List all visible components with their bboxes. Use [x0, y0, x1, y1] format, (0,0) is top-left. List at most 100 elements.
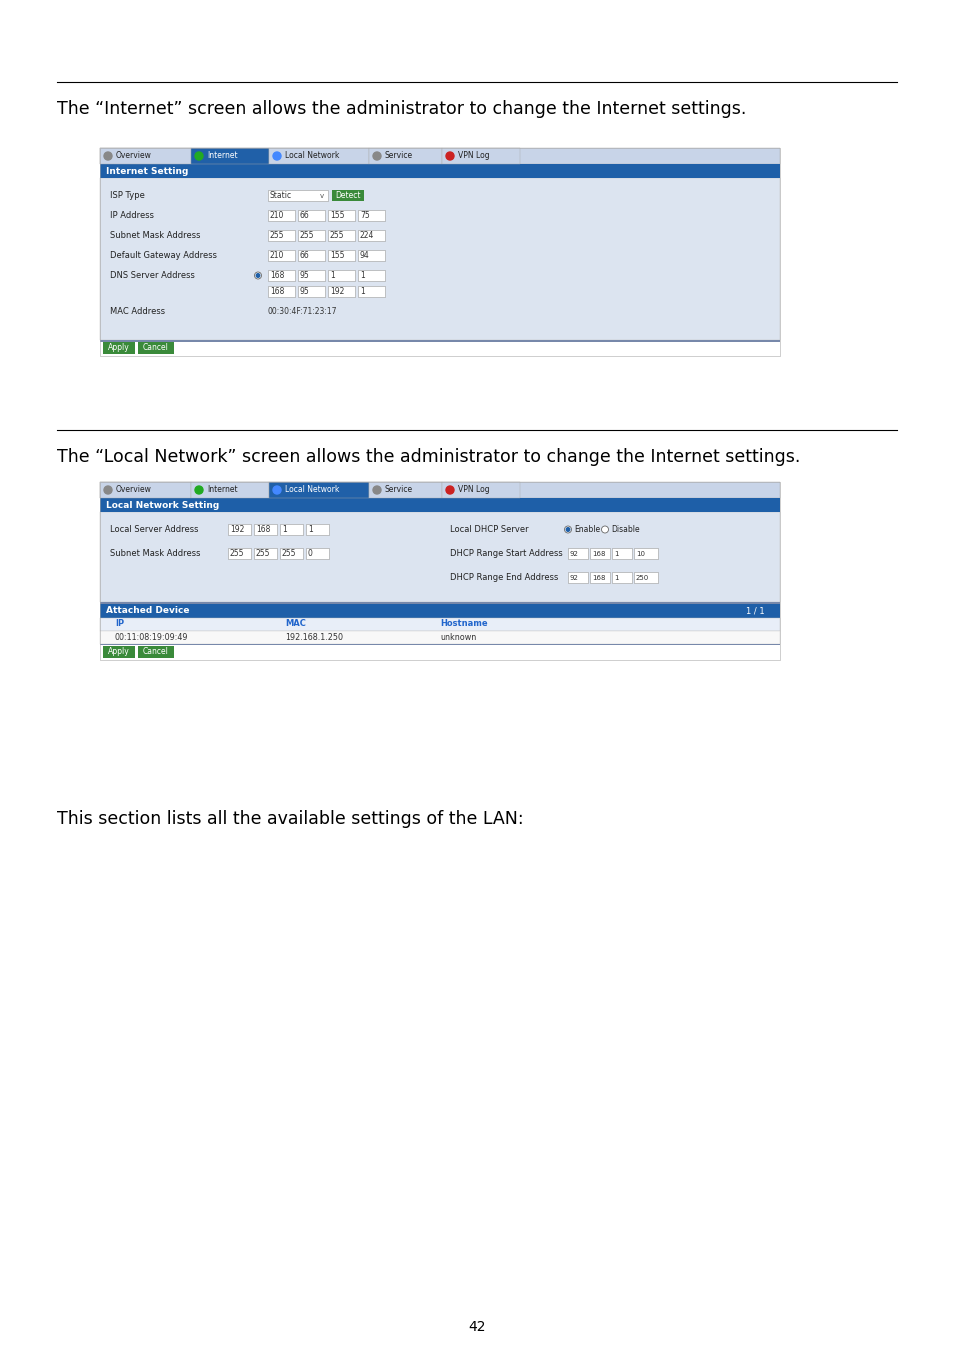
Circle shape — [194, 486, 203, 494]
Text: v: v — [319, 193, 324, 198]
Bar — [100, 163, 780, 178]
Bar — [634, 548, 658, 559]
Text: 1: 1 — [614, 551, 618, 556]
Bar — [280, 524, 303, 535]
Text: VPN Log: VPN Log — [457, 486, 489, 494]
Text: Local Network: Local Network — [285, 486, 339, 494]
Text: 1: 1 — [359, 288, 364, 296]
Text: This section lists all the available settings of the LAN:: This section lists all the available set… — [57, 810, 523, 828]
Circle shape — [254, 271, 261, 279]
Text: 1: 1 — [308, 525, 313, 535]
Text: 42: 42 — [468, 1320, 485, 1334]
Bar — [100, 482, 780, 498]
Text: Static: Static — [270, 190, 292, 200]
Text: 168: 168 — [592, 551, 605, 556]
Bar — [328, 286, 355, 297]
Text: Attached Device: Attached Device — [106, 606, 190, 616]
Bar — [191, 482, 269, 498]
Text: 95: 95 — [299, 271, 310, 279]
Text: 95: 95 — [299, 288, 310, 296]
Bar — [357, 230, 385, 242]
Text: 00:30:4F:71:23:17: 00:30:4F:71:23:17 — [268, 306, 337, 316]
Text: 224: 224 — [359, 231, 374, 240]
Bar — [297, 230, 325, 242]
Text: 255: 255 — [282, 549, 296, 558]
Text: The “Internet” screen allows the administrator to change the Internet settings.: The “Internet” screen allows the adminis… — [57, 100, 745, 117]
Bar — [328, 211, 355, 221]
Bar — [441, 148, 519, 163]
Circle shape — [194, 153, 203, 161]
Text: 168: 168 — [592, 575, 605, 580]
Circle shape — [104, 153, 112, 161]
Text: Internet: Internet — [207, 151, 237, 161]
Circle shape — [104, 486, 112, 494]
Bar — [269, 148, 369, 163]
Bar — [612, 572, 631, 583]
Circle shape — [446, 486, 454, 494]
Bar — [328, 270, 355, 281]
Text: The “Local Network” screen allows the administrator to change the Internet setti: The “Local Network” screen allows the ad… — [57, 448, 800, 466]
Text: Internet: Internet — [207, 486, 237, 494]
Text: 92: 92 — [569, 575, 578, 580]
Bar — [100, 178, 780, 340]
Bar — [567, 548, 587, 559]
Text: Detect: Detect — [335, 190, 360, 200]
Text: 1: 1 — [282, 525, 287, 535]
Text: 210: 210 — [270, 251, 284, 261]
Bar — [100, 644, 780, 645]
Bar — [100, 482, 191, 498]
Bar — [100, 602, 780, 603]
Bar — [100, 498, 780, 512]
Text: 155: 155 — [330, 251, 344, 261]
Text: Apply: Apply — [108, 343, 130, 352]
Bar — [100, 340, 780, 342]
Bar — [269, 482, 369, 498]
Text: 168: 168 — [270, 271, 284, 279]
Text: Hostname: Hostname — [439, 620, 487, 629]
Text: 66: 66 — [299, 251, 310, 261]
Bar — [280, 548, 303, 559]
Text: 75: 75 — [359, 211, 370, 220]
Bar — [268, 270, 294, 281]
Bar — [100, 148, 191, 163]
Text: 94: 94 — [359, 251, 370, 261]
Text: DHCP Range End Address: DHCP Range End Address — [450, 572, 558, 582]
Text: unknown: unknown — [439, 633, 476, 641]
Bar — [306, 524, 329, 535]
Text: Cancel: Cancel — [143, 647, 169, 656]
Text: Overview: Overview — [116, 486, 152, 494]
Circle shape — [601, 526, 608, 533]
Circle shape — [566, 528, 569, 532]
Bar — [103, 645, 135, 657]
Bar — [441, 482, 519, 498]
Bar — [228, 524, 251, 535]
Text: Local DHCP Server: Local DHCP Server — [450, 525, 528, 535]
Text: Cancel: Cancel — [143, 343, 169, 352]
Text: Internet Setting: Internet Setting — [106, 166, 188, 176]
Bar — [357, 211, 385, 221]
Bar — [332, 190, 364, 201]
Bar — [268, 230, 294, 242]
Bar — [100, 148, 780, 163]
Circle shape — [273, 153, 281, 161]
Bar — [634, 572, 658, 583]
Bar — [589, 572, 609, 583]
Text: Apply: Apply — [108, 647, 130, 656]
Bar — [138, 342, 173, 354]
Text: IP Address: IP Address — [110, 211, 153, 220]
Text: Disable: Disable — [610, 525, 639, 535]
Bar — [103, 342, 135, 354]
Text: 192: 192 — [330, 288, 344, 296]
Text: 10: 10 — [636, 551, 644, 556]
Circle shape — [373, 153, 380, 161]
Text: 00:11:08:19:09:49: 00:11:08:19:09:49 — [115, 633, 189, 641]
Text: Subnet Mask Address: Subnet Mask Address — [110, 549, 200, 558]
Text: 1: 1 — [614, 575, 618, 580]
Text: MAC Address: MAC Address — [110, 306, 165, 316]
Bar — [297, 286, 325, 297]
Circle shape — [256, 274, 259, 277]
Circle shape — [273, 486, 281, 494]
Text: 192.168.1.250: 192.168.1.250 — [285, 633, 343, 641]
Bar — [100, 512, 780, 602]
Text: 0: 0 — [308, 549, 313, 558]
